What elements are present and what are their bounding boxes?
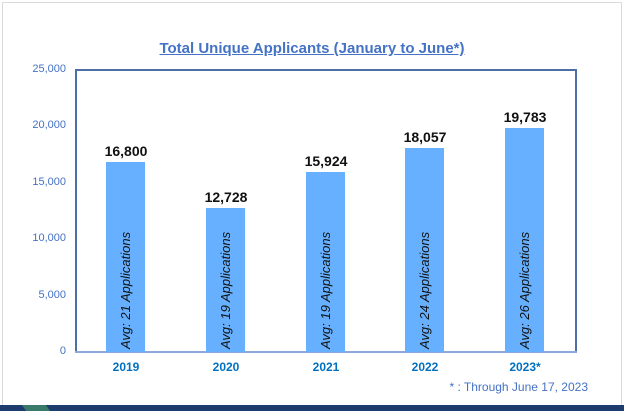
bar-annotation-2019: Avg: 21 Applications (118, 231, 133, 349)
bar-value-2020: 12,728 (204, 189, 248, 205)
bar-2022 (405, 148, 444, 352)
bar-annotation-2021: Avg: 19 Applications (318, 231, 333, 349)
bar-2023 (505, 128, 544, 352)
slide-frame (2, 2, 622, 405)
y-tick-15000: 15,000 (32, 176, 66, 188)
y-tick-5000: 5,000 (38, 289, 66, 301)
x-label-2019: 2019 (112, 360, 140, 374)
bar-annotation-2022: Avg: 24 Applications (417, 231, 432, 349)
bar-2019 (106, 162, 145, 352)
y-tick-10000: 10,000 (32, 232, 66, 244)
footer-band (0, 405, 624, 411)
footnote: * : Through June 17, 2023 (449, 380, 588, 394)
bar-value-2023: 19,783 (503, 109, 547, 125)
bar-value-2019: 16,800 (104, 143, 148, 159)
bar-annotation-2023: Avg: 26 Applications (517, 231, 532, 349)
bar-value-2021: 15,924 (304, 153, 348, 169)
x-label-2022: 2022 (411, 360, 439, 374)
bar-2020 (206, 208, 245, 352)
plot-area (75, 69, 577, 352)
y-tick-25000: 25,000 (32, 63, 66, 75)
x-label-2020: 2020 (212, 360, 240, 374)
y-tick-20000: 20,000 (32, 119, 66, 131)
x-label-2023: 2023* (509, 360, 541, 374)
x-label-2021: 2021 (312, 360, 340, 374)
x-axis-line (75, 351, 577, 353)
footer-accent-stripe (21, 405, 51, 411)
bar-2021 (306, 172, 345, 352)
y-tick-0: 0 (59, 345, 66, 357)
bar-annotation-2020: Avg: 19 Applications (218, 231, 233, 349)
bar-value-2022: 18,057 (403, 129, 447, 145)
chart-title: Total Unique Applicants (January to June… (159, 40, 465, 57)
